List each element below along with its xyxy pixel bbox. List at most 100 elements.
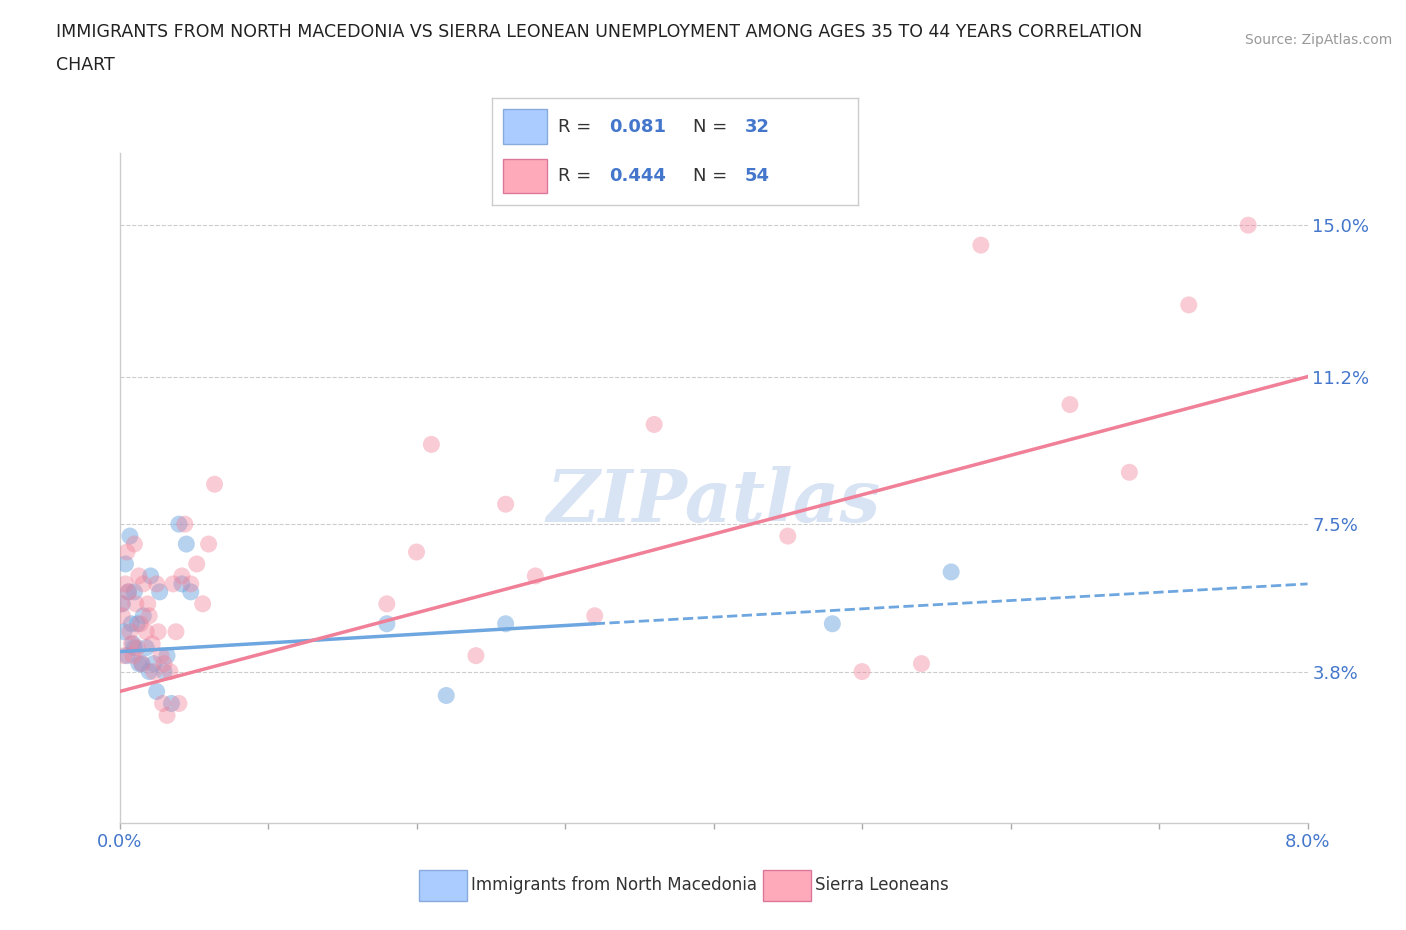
Point bbox=[138, 608, 160, 623]
Text: R =: R = bbox=[558, 166, 598, 185]
Point bbox=[132, 577, 155, 591]
Point bbox=[127, 617, 149, 631]
Point bbox=[114, 577, 136, 591]
Point bbox=[131, 657, 153, 671]
Text: N =: N = bbox=[693, 166, 733, 185]
Point bbox=[111, 596, 134, 611]
Point bbox=[970, 238, 993, 253]
Point bbox=[153, 657, 176, 671]
Point bbox=[162, 577, 184, 591]
Point bbox=[132, 608, 155, 623]
Point bbox=[170, 568, 193, 583]
Point bbox=[122, 636, 145, 651]
Point bbox=[156, 648, 179, 663]
Point bbox=[111, 608, 134, 623]
Point bbox=[204, 477, 226, 492]
Point bbox=[434, 688, 457, 703]
Point bbox=[643, 417, 665, 432]
Point bbox=[135, 640, 157, 655]
Point bbox=[117, 584, 139, 599]
Point bbox=[167, 696, 190, 711]
Point bbox=[120, 617, 142, 631]
Point bbox=[153, 664, 176, 679]
Point bbox=[176, 537, 198, 551]
Point bbox=[145, 577, 167, 591]
Point bbox=[117, 584, 139, 599]
Point bbox=[524, 568, 547, 583]
Point bbox=[1118, 465, 1140, 480]
Point bbox=[150, 648, 173, 663]
Point bbox=[145, 684, 167, 699]
Point bbox=[375, 596, 398, 611]
Text: 32: 32 bbox=[744, 117, 769, 136]
Text: 54: 54 bbox=[744, 166, 769, 185]
Point bbox=[115, 648, 138, 663]
Point bbox=[1059, 397, 1081, 412]
Point bbox=[405, 545, 427, 560]
Point bbox=[186, 556, 208, 571]
Point bbox=[129, 617, 152, 631]
Point bbox=[495, 617, 517, 631]
Text: Source: ZipAtlas.com: Source: ZipAtlas.com bbox=[1244, 33, 1392, 46]
Point bbox=[122, 648, 145, 663]
Point bbox=[124, 537, 146, 551]
Point bbox=[128, 657, 150, 671]
Point bbox=[152, 696, 174, 711]
Point bbox=[131, 657, 153, 671]
Point bbox=[142, 664, 165, 679]
Point bbox=[776, 528, 799, 543]
Point bbox=[138, 664, 160, 679]
Point bbox=[375, 617, 398, 631]
Point bbox=[191, 596, 214, 611]
Point bbox=[1178, 298, 1201, 312]
Point bbox=[118, 624, 141, 639]
Point bbox=[141, 636, 163, 651]
Point bbox=[118, 528, 141, 543]
Point bbox=[180, 577, 202, 591]
Point bbox=[142, 657, 165, 671]
Text: 0.081: 0.081 bbox=[609, 117, 666, 136]
Point bbox=[120, 636, 142, 651]
Point bbox=[180, 584, 202, 599]
Point bbox=[160, 696, 183, 711]
Text: CHART: CHART bbox=[56, 56, 115, 73]
Text: R =: R = bbox=[558, 117, 598, 136]
Point bbox=[139, 568, 162, 583]
Point bbox=[149, 584, 172, 599]
Point bbox=[146, 624, 169, 639]
Point bbox=[464, 648, 488, 663]
Point bbox=[125, 596, 148, 611]
Point bbox=[173, 517, 195, 532]
Point bbox=[159, 664, 181, 679]
Point bbox=[197, 537, 219, 551]
Point bbox=[112, 648, 135, 663]
Point bbox=[165, 624, 187, 639]
Point bbox=[170, 577, 193, 591]
Point bbox=[910, 657, 932, 671]
Point bbox=[156, 708, 179, 723]
Point bbox=[112, 624, 135, 639]
Text: Sierra Leoneans: Sierra Leoneans bbox=[815, 876, 949, 895]
Point bbox=[124, 584, 146, 599]
FancyBboxPatch shape bbox=[503, 110, 547, 143]
Point bbox=[939, 565, 962, 579]
Point bbox=[127, 640, 149, 655]
Point bbox=[821, 617, 844, 631]
Point bbox=[115, 545, 138, 560]
Point bbox=[495, 497, 517, 512]
Point bbox=[1237, 218, 1260, 232]
FancyBboxPatch shape bbox=[503, 159, 547, 193]
Point bbox=[124, 640, 146, 655]
Text: N =: N = bbox=[693, 117, 733, 136]
Point bbox=[136, 596, 159, 611]
Point bbox=[583, 608, 606, 623]
Text: 0.444: 0.444 bbox=[609, 166, 666, 185]
Point bbox=[135, 624, 157, 639]
Point bbox=[420, 437, 443, 452]
Point bbox=[114, 556, 136, 571]
Point bbox=[167, 517, 190, 532]
Point bbox=[128, 568, 150, 583]
Point bbox=[851, 664, 873, 679]
Text: ZIPatlas: ZIPatlas bbox=[547, 466, 880, 538]
Point bbox=[110, 596, 132, 611]
